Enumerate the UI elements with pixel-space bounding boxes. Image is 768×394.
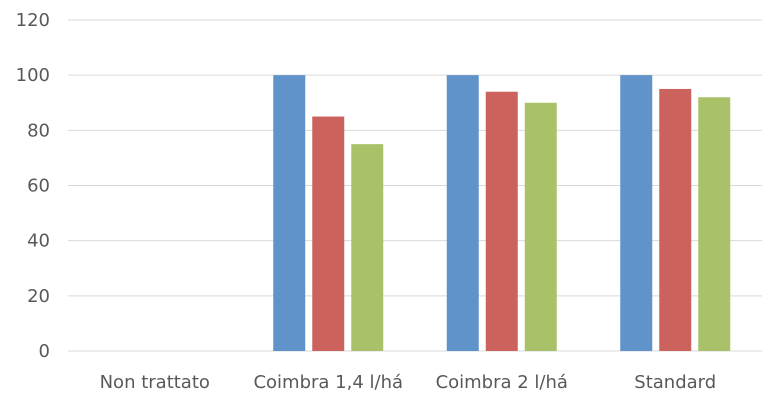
y-tick-label: 20 <box>27 286 50 307</box>
bar <box>273 75 306 352</box>
bar <box>659 88 692 351</box>
y-tick-label: 100 <box>16 65 50 86</box>
x-category-label: Non trattato <box>100 372 210 393</box>
bar <box>524 102 557 351</box>
y-tick-label: 0 <box>39 341 50 362</box>
y-tick-label: 120 <box>16 10 50 31</box>
bar <box>485 91 518 351</box>
y-tick-label: 80 <box>27 120 50 141</box>
bar <box>698 97 731 351</box>
gridlines <box>68 19 762 352</box>
y-tick-label: 40 <box>27 231 50 252</box>
bars <box>273 75 731 352</box>
y-tick-label: 60 <box>27 176 50 197</box>
y-axis-ticks: 0 20 40 60 80 100 120 <box>16 10 50 362</box>
x-category-label: Coimbra 1,4 l/há <box>253 372 403 393</box>
bar <box>351 144 384 351</box>
bar <box>312 116 345 352</box>
x-category-label: Standard <box>634 372 716 393</box>
bar <box>620 75 653 352</box>
bar <box>446 75 479 352</box>
x-axis-categories: Non trattato Coimbra 1,4 l/há Coimbra 2 l/… <box>100 372 717 393</box>
x-category-label: Coimbra 2 l/há <box>436 372 568 393</box>
